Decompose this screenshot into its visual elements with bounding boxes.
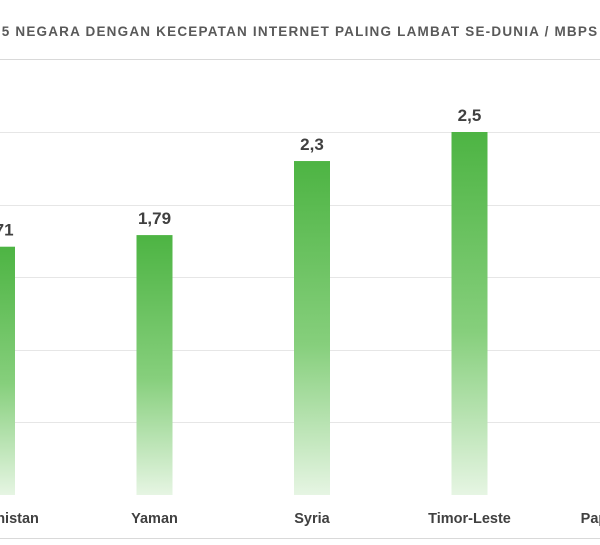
bar-timor-leste	[451, 132, 488, 495]
category-label: Yaman	[131, 511, 178, 527]
data-labels: 1,71 1,79 2,3 2,5	[0, 106, 481, 240]
data-label: 2,5	[458, 106, 482, 125]
bottom-divider	[0, 538, 600, 539]
bar-yaman	[136, 235, 173, 496]
category-label: Papua Nugini	[581, 511, 600, 527]
data-label: 2,3	[300, 135, 324, 154]
category-labels: Afghanistan Yaman Syria Timor-Leste Papua Nu…	[0, 511, 600, 527]
data-label: 1,71	[0, 221, 14, 240]
bars	[0, 132, 488, 496]
bar-afghanistan	[0, 246, 15, 495]
category-label: Timor-Leste	[428, 511, 511, 527]
title-divider	[0, 59, 600, 60]
data-label: 1,79	[138, 209, 171, 228]
chart-title: 5 NEGARA DENGAN KECEPATAN INTERNET PALIN…	[1, 24, 599, 39]
category-label: Syria	[294, 511, 330, 527]
category-label: Afghanistan	[0, 511, 39, 527]
bar-syria	[294, 161, 330, 496]
